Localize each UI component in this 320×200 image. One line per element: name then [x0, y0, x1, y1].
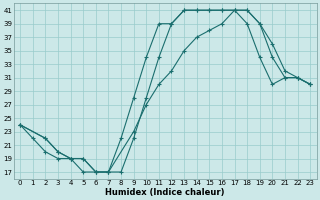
X-axis label: Humidex (Indice chaleur): Humidex (Indice chaleur): [106, 188, 225, 197]
